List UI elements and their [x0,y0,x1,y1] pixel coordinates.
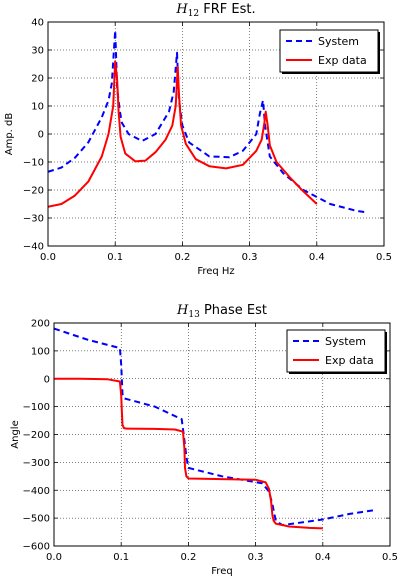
y-axis-label: Angle [10,420,21,448]
legend: System Exp data [287,330,387,374]
y-tick-label: −300 [23,458,50,469]
legend: System Exp data [280,30,380,74]
x-tick-label: 0.4 [315,552,331,563]
legend-label-system: System [318,35,359,48]
y-tick-label: 100 [31,346,50,357]
x-tick-label: 0.3 [248,552,264,563]
y-tick-label: 30 [31,46,44,57]
x-axis-label: Freq [211,566,232,577]
y-tick-label: −200 [23,430,50,441]
x-tick-label: 0.0 [40,252,56,263]
x-tick-label: 0.5 [382,552,398,563]
title-text: FRF Est. [199,2,255,17]
y-tick-label: −400 [23,486,50,497]
x-tick-label: 0.2 [180,552,196,563]
x-tick-label: 0.1 [107,252,123,263]
chart-title: H13 Phase Est [176,303,267,320]
x-axis-label: Freq Hz [197,266,234,277]
title-subscript: 13 [188,310,200,320]
y-tick-label: −20 [23,186,44,197]
x-tick-label: 0.0 [46,552,62,563]
y-tick-label: 20 [31,74,44,85]
y-tick-label: −30 [23,214,44,225]
x-tick-label: 0.2 [174,252,190,263]
legend-label-system: System [325,335,366,348]
y-axis-label: Amp. dB [4,113,15,156]
y-tick-label: −10 [23,158,44,169]
y-tick-label: −600 [23,542,50,553]
x-tick-label: 0.5 [376,252,392,263]
y-tick-label: 0 [38,130,44,141]
x-tick-label: 0.1 [113,552,129,563]
y-tick-label: −500 [23,514,50,525]
y-tick-label: 200 [31,319,50,330]
title-text: Phase Est [200,303,267,318]
chart-2: 0.0 0.1 0.2 0.3 0.4 0.5 200 100 0 −100 −200 −300 −40… [10,303,398,577]
y-tick-label: 40 [31,18,44,29]
y-tick-label: −40 [23,242,44,253]
x-tick-label: 0.4 [309,252,325,263]
x-tick-label: 0.3 [242,252,258,263]
legend-label-exp-data: Exp data [318,54,367,67]
title-symbol: H [175,2,188,17]
title-subscript: 12 [188,9,199,19]
title-symbol: H [176,303,189,318]
legend-label-exp-data: Exp data [325,354,374,367]
y-tick-label: −100 [23,402,50,413]
y-tick-label: 10 [31,102,44,113]
chart-1: 0.0 0.1 0.2 0.3 0.4 0.5 40 30 20 10 0 −10 −20 −30 −40 H… [4,2,392,277]
y-tick-label: 0 [44,374,50,385]
chart-title: H12 FRF Est. [175,2,255,19]
